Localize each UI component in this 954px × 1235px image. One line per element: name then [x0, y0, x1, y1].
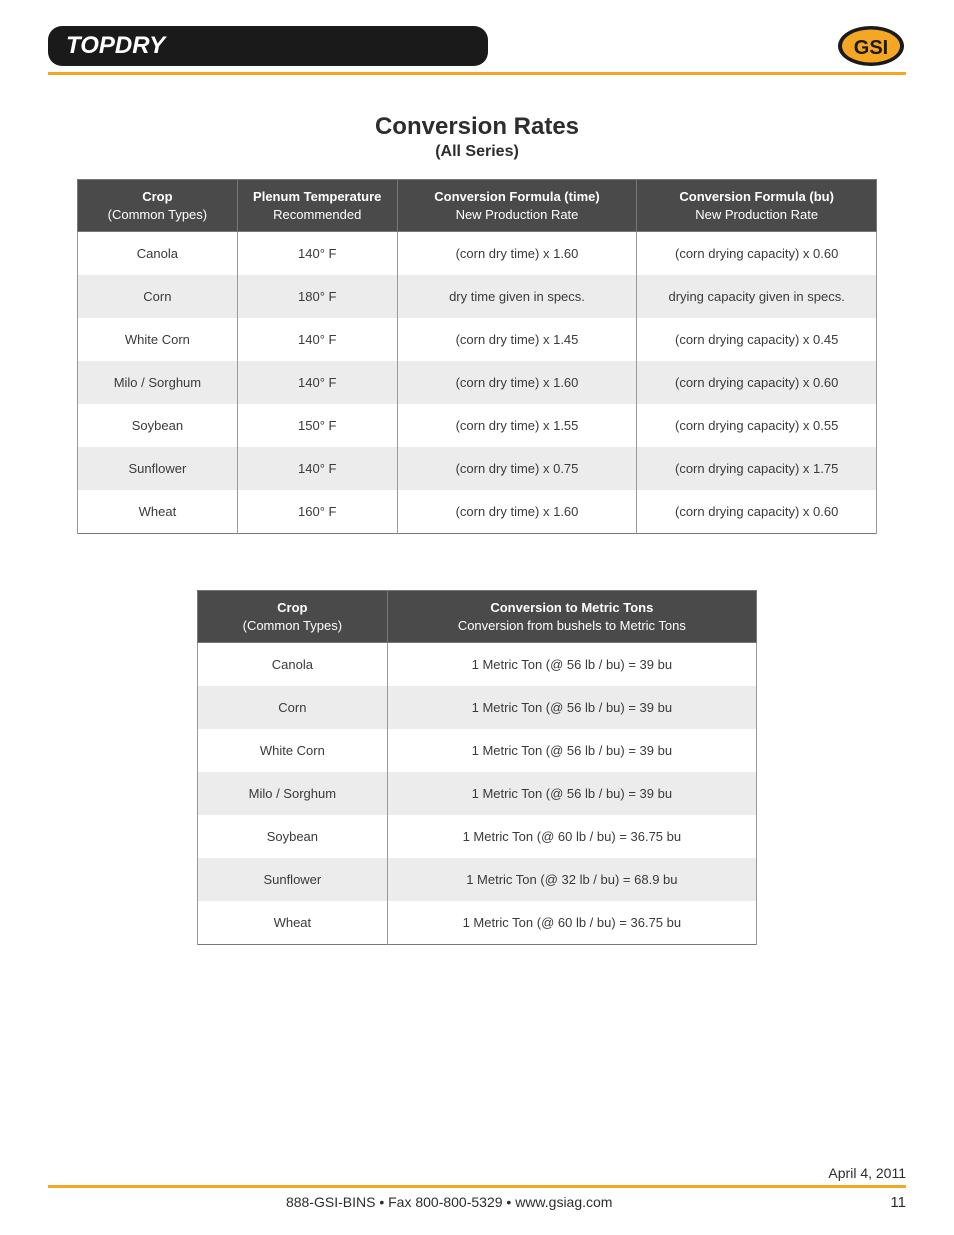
table-cell: (corn drying capacity) x 1.75: [637, 447, 877, 490]
table-cell: 140° F: [237, 361, 397, 404]
table-row: Corn180° Fdry time given in specs.drying…: [78, 275, 877, 318]
table-cell: 140° F: [237, 232, 397, 276]
col-metric-conversion: Conversion to Metric TonsConversion from…: [387, 591, 756, 643]
table-cell: Canola: [198, 643, 388, 687]
table-cell: (corn drying capacity) x 0.60: [637, 361, 877, 404]
table-cell: 1 Metric Ton (@ 56 lb / bu) = 39 bu: [387, 643, 756, 687]
table-row: Soybean150° F(corn dry time) x 1.55(corn…: [78, 404, 877, 447]
col-crop: Crop(Common Types): [78, 180, 238, 232]
table-header-row: Crop(Common Types) Conversion to Metric …: [198, 591, 757, 643]
table-row: Wheat160° F(corn dry time) x 1.60(corn d…: [78, 490, 877, 534]
table-cell: 160° F: [237, 490, 397, 534]
table-cell: (corn drying capacity) x 0.45: [637, 318, 877, 361]
col-formula-time: Conversion Formula (time)New Production …: [397, 180, 637, 232]
table-cell: (corn dry time) x 1.55: [397, 404, 637, 447]
metric-tons-table: Crop(Common Types) Conversion to Metric …: [197, 590, 757, 945]
table-cell: Canola: [78, 232, 238, 276]
table-cell: 180° F: [237, 275, 397, 318]
table-cell: White Corn: [198, 729, 388, 772]
footer-contact: 888-GSI-BINS • Fax 800-800-5329 • www.gs…: [48, 1194, 850, 1210]
table-cell: (corn drying capacity) x 0.55: [637, 404, 877, 447]
table-row: Canola1 Metric Ton (@ 56 lb / bu) = 39 b…: [198, 643, 757, 687]
page-subtitle: (All Series): [48, 143, 906, 161]
table-row: White Corn1 Metric Ton (@ 56 lb / bu) = …: [198, 729, 757, 772]
col-formula-bu: Conversion Formula (bu)New Production Ra…: [637, 180, 877, 232]
table-row: Corn1 Metric Ton (@ 56 lb / bu) = 39 bu: [198, 686, 757, 729]
table-row: Canola140° F(corn dry time) x 1.60(corn …: [78, 232, 877, 276]
table-cell: Soybean: [78, 404, 238, 447]
table-cell: 1 Metric Ton (@ 60 lb / bu) = 36.75 bu: [387, 815, 756, 858]
page-header: TOPDRY GSI: [48, 24, 906, 75]
table-cell: (corn dry time) x 1.60: [397, 232, 637, 276]
table-cell: 1 Metric Ton (@ 56 lb / bu) = 39 bu: [387, 772, 756, 815]
table-cell: Sunflower: [78, 447, 238, 490]
table-row: White Corn140° F(corn dry time) x 1.45(c…: [78, 318, 877, 361]
table-cell: Soybean: [198, 815, 388, 858]
table-cell: 140° F: [237, 447, 397, 490]
brand-pill: TOPDRY: [48, 26, 488, 66]
table-header-row: Crop(Common Types) Plenum TemperatureRec…: [78, 180, 877, 232]
table-cell: Milo / Sorghum: [78, 361, 238, 404]
table-cell: (corn dry time) x 1.60: [397, 361, 637, 404]
gsi-logo-icon: GSI: [836, 24, 906, 68]
table-cell: Wheat: [198, 901, 388, 945]
table-cell: (corn dry time) x 0.75: [397, 447, 637, 490]
table-row: Wheat1 Metric Ton (@ 60 lb / bu) = 36.75…: [198, 901, 757, 945]
table-cell: Corn: [78, 275, 238, 318]
footer-date: April 4, 2011: [48, 1165, 906, 1185]
svg-text:GSI: GSI: [854, 37, 888, 59]
table-cell: 140° F: [237, 318, 397, 361]
table-cell: Wheat: [78, 490, 238, 534]
page-title-block: Conversion Rates (All Series): [48, 113, 906, 161]
table-cell: (corn drying capacity) x 0.60: [637, 232, 877, 276]
table-row: Sunflower1 Metric Ton (@ 32 lb / bu) = 6…: [198, 858, 757, 901]
conversion-rates-table: Crop(Common Types) Plenum TemperatureRec…: [77, 179, 877, 534]
table-cell: (corn dry time) x 1.60: [397, 490, 637, 534]
table-cell: (corn drying capacity) x 0.60: [637, 490, 877, 534]
table-cell: 1 Metric Ton (@ 60 lb / bu) = 36.75 bu: [387, 901, 756, 945]
table-cell: dry time given in specs.: [397, 275, 637, 318]
col-plenum-temp: Plenum TemperatureRecommended: [237, 180, 397, 232]
table-cell: (corn dry time) x 1.45: [397, 318, 637, 361]
table-row: Milo / Sorghum140° F(corn dry time) x 1.…: [78, 361, 877, 404]
table-cell: Corn: [198, 686, 388, 729]
table-cell: drying capacity given in specs.: [637, 275, 877, 318]
table-cell: Milo / Sorghum: [198, 772, 388, 815]
page-footer: April 4, 2011 888-GSI-BINS • Fax 800-800…: [48, 1165, 906, 1211]
table-row: Sunflower140° F(corn dry time) x 0.75(co…: [78, 447, 877, 490]
col-crop: Crop(Common Types): [198, 591, 388, 643]
page-title: Conversion Rates: [48, 113, 906, 141]
table-cell: White Corn: [78, 318, 238, 361]
table-cell: 1 Metric Ton (@ 56 lb / bu) = 39 bu: [387, 686, 756, 729]
table-row: Soybean1 Metric Ton (@ 60 lb / bu) = 36.…: [198, 815, 757, 858]
table-cell: 1 Metric Ton (@ 56 lb / bu) = 39 bu: [387, 729, 756, 772]
table-row: Milo / Sorghum1 Metric Ton (@ 56 lb / bu…: [198, 772, 757, 815]
table-cell: 1 Metric Ton (@ 32 lb / bu) = 68.9 bu: [387, 858, 756, 901]
page-number: 11: [890, 1194, 906, 1211]
table-cell: 150° F: [237, 404, 397, 447]
table-cell: Sunflower: [198, 858, 388, 901]
